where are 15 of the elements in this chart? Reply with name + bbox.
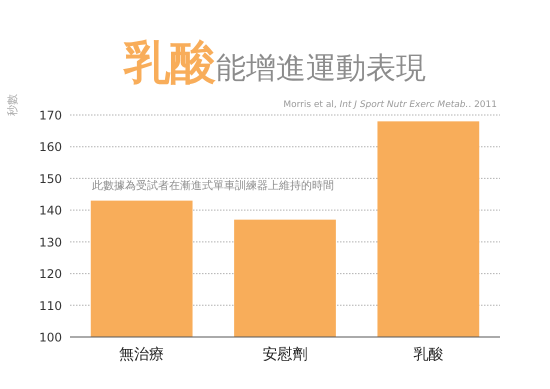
x-tick-label: 安慰劑 [262, 345, 308, 363]
annotation: 此數據為受試者在漸進式單車訓練器上維持的時間 [92, 179, 334, 192]
text: Morris et al, Int J Sport Nutr Exerc Metab.. 2011 [283, 100, 497, 110]
y-tick-label: 100 [39, 330, 62, 344]
y-tick-label: 130 [39, 235, 62, 250]
y-tick-label: 160 [39, 140, 62, 154]
y-tick-label: 150 [39, 172, 62, 186]
x-tick-label: 無治療 [119, 345, 164, 363]
y-tick-label: 170 [39, 108, 62, 122]
y-axis-title: 秒數 [6, 94, 19, 116]
y-tick-label: 110 [39, 298, 62, 313]
y-tick-label: 140 [39, 204, 62, 218]
chart-title: 乳酸能增進運動表現 [123, 35, 426, 89]
x-tick-label: 乳酸 [413, 345, 444, 363]
y-tick-label: 120 [39, 267, 62, 282]
